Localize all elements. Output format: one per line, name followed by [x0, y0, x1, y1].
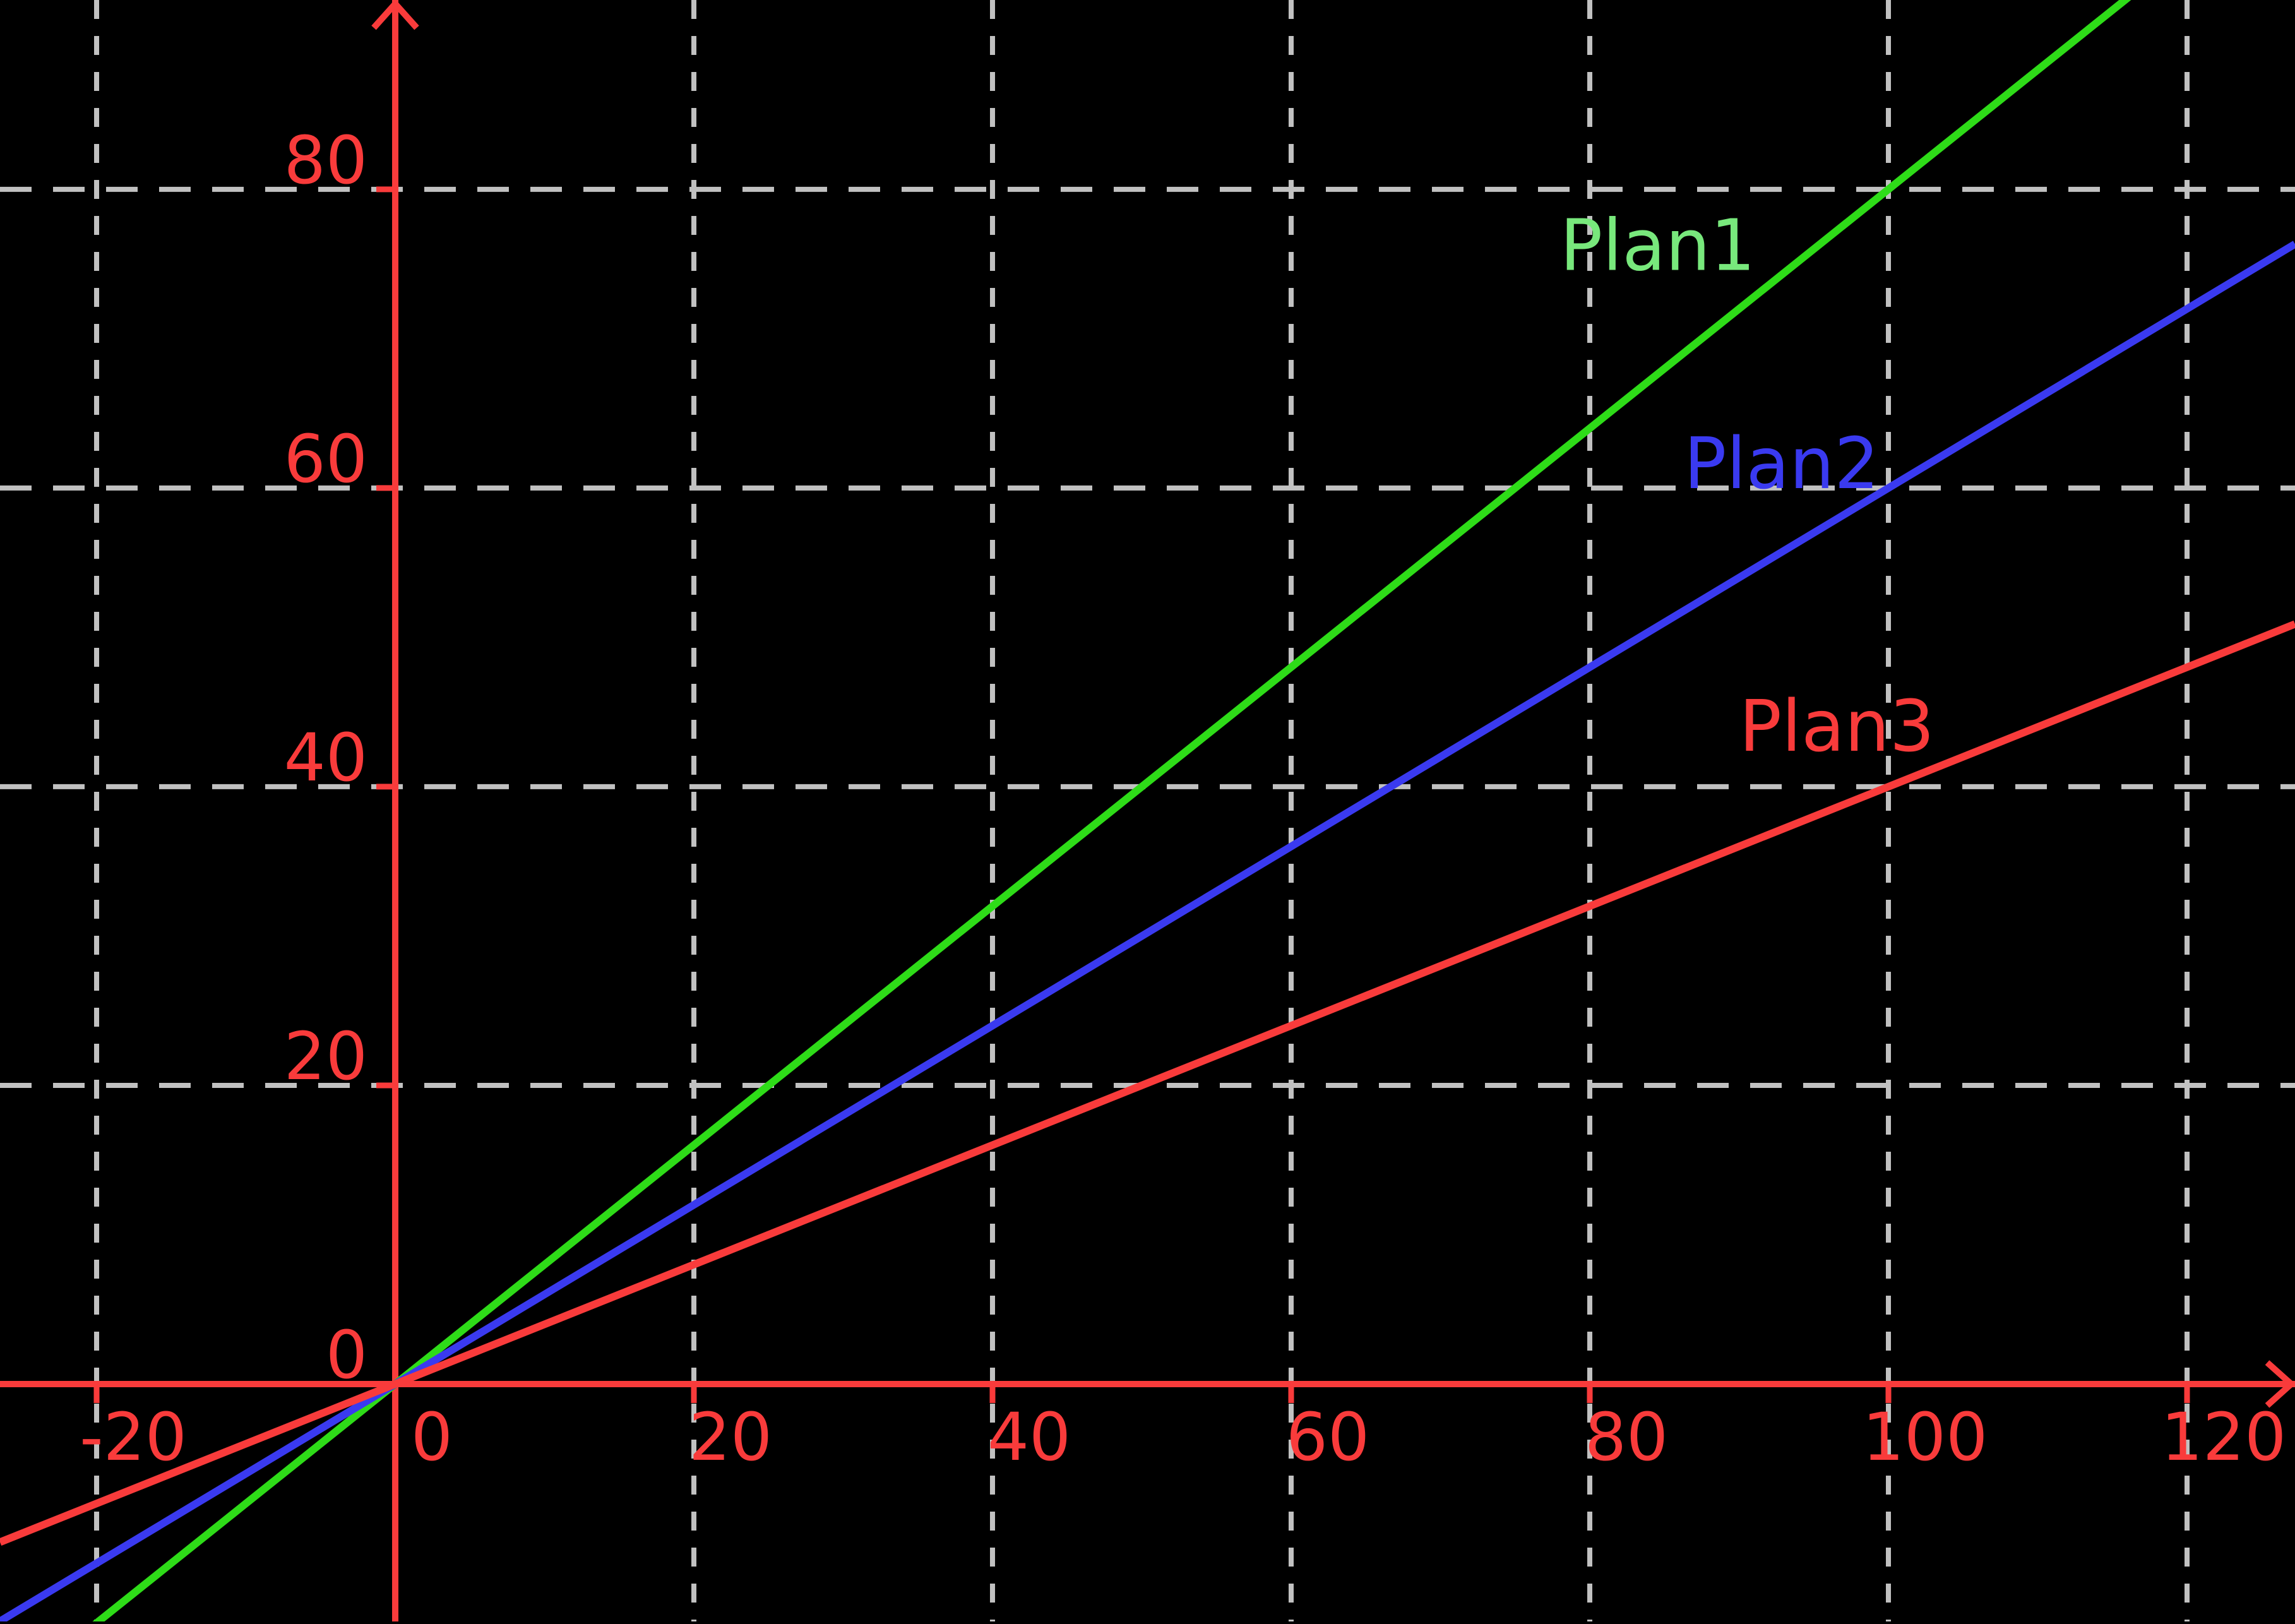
tick-label-layer: -20 0 20 40 60 80 100 120 0 20 40 60 80	[80, 122, 2286, 1476]
series-label-plan2: Plan2	[1684, 423, 1880, 505]
series-label-layer: Plan1 Plan2 Plan3	[1560, 205, 1934, 768]
series-line-plan3	[0, 620, 2295, 1546]
x-tick-label-60: 60	[1286, 1399, 1369, 1476]
x-tick-label-40: 40	[987, 1399, 1071, 1476]
x-tick-label-120: 120	[2161, 1399, 2287, 1476]
y-tick-label-60: 60	[284, 421, 367, 498]
x-tick-label-80: 80	[1585, 1399, 1668, 1476]
y-tick-label-40: 40	[284, 719, 367, 796]
x-tick-label-100: 100	[1863, 1399, 1988, 1476]
series-label-plan1: Plan1	[1560, 205, 1756, 287]
y-axis-arrow	[371, 0, 419, 30]
y-tick-label-0: 0	[326, 1317, 367, 1394]
x-tick-label-0: 0	[411, 1399, 453, 1476]
y-tick-label-80: 80	[284, 122, 367, 199]
series-label-plan3: Plan3	[1739, 686, 1935, 768]
y-tick-label-20: 20	[284, 1018, 367, 1095]
x-axis-arrow	[2265, 1360, 2295, 1408]
x-tick-label--20: -20	[80, 1399, 187, 1476]
x-tick-label-20: 20	[689, 1399, 772, 1476]
